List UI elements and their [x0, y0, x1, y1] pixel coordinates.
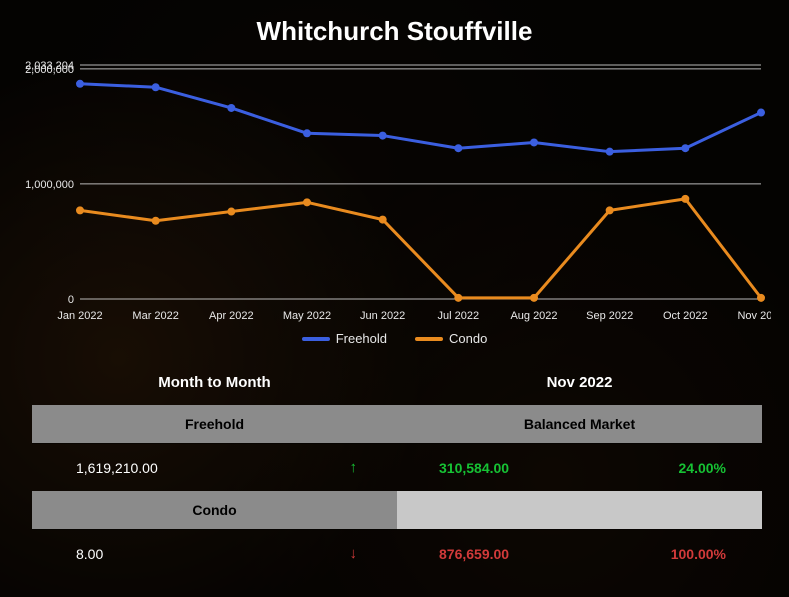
table-subheader-category: Freehold: [32, 405, 397, 443]
svg-text:Jun 2022: Jun 2022: [360, 310, 405, 322]
svg-text:Nov 2022: Nov 2022: [737, 310, 771, 322]
legend-item-freehold: Freehold: [302, 331, 387, 346]
svg-text:Aug 2022: Aug 2022: [510, 310, 557, 322]
table-subheader-market: [397, 491, 762, 529]
summary-table: Month to Month Nov 2022 Freehold Balance…: [32, 364, 762, 577]
price-chart-svg: 01,000,0002,000,0002,033,204Jan 2022Mar …: [18, 57, 771, 327]
legend-label-freehold: Freehold: [336, 331, 387, 346]
table-left-cell: 8.00 ↓: [32, 545, 391, 562]
table-change-amount: 876,659.00: [439, 546, 671, 562]
page-title: Whitchurch Stouffville: [18, 10, 771, 57]
arrow-down-icon: ↓: [350, 545, 358, 562]
table-header-right: Nov 2022: [397, 364, 762, 405]
legend-swatch-condo: [415, 337, 443, 341]
svg-text:Jul 2022: Jul 2022: [438, 310, 480, 322]
table-right-cell: 876,659.00 100.00%: [391, 546, 762, 562]
price-chart: 01,000,0002,000,0002,033,204Jan 2022Mar …: [18, 57, 771, 327]
table-header-row: Month to Month Nov 2022: [32, 364, 762, 405]
table-right-cell: 310,584.00 24.00%: [391, 460, 762, 476]
table-row: 8.00 ↓ 876,659.00 100.00%: [32, 529, 762, 577]
table-change-amount: 310,584.00: [439, 460, 679, 476]
table-subheader-row: Freehold Balanced Market: [32, 405, 762, 443]
table-subheader-market: Balanced Market: [397, 405, 762, 443]
svg-text:2,033,204: 2,033,204: [25, 60, 74, 72]
svg-text:Jan 2022: Jan 2022: [57, 310, 102, 322]
table-left-value: 1,619,210.00: [76, 460, 350, 476]
svg-text:0: 0: [68, 294, 74, 306]
svg-text:1,000,000: 1,000,000: [25, 179, 74, 191]
svg-text:May 2022: May 2022: [283, 310, 331, 322]
table-left-value: 8.00: [76, 546, 350, 562]
table-row: 1,619,210.00 ↑ 310,584.00 24.00%: [32, 443, 762, 491]
legend-label-condo: Condo: [449, 331, 487, 346]
table-header-left: Month to Month: [32, 364, 397, 405]
legend-swatch-freehold: [302, 337, 330, 341]
legend-item-condo: Condo: [415, 331, 487, 346]
chart-legend: Freehold Condo: [18, 327, 771, 364]
table-subheader-row: Condo: [32, 491, 762, 529]
table-subheader-category: Condo: [32, 491, 397, 529]
svg-text:Apr 2022: Apr 2022: [209, 310, 254, 322]
content-container: Whitchurch Stouffville 01,000,0002,000,0…: [0, 0, 789, 597]
table-change-percent: 24.00%: [679, 460, 726, 476]
table-change-percent: 100.00%: [671, 546, 726, 562]
svg-text:Mar 2022: Mar 2022: [132, 310, 178, 322]
table-left-cell: 1,619,210.00 ↑: [32, 459, 391, 476]
svg-text:Oct 2022: Oct 2022: [663, 310, 708, 322]
svg-text:Sep 2022: Sep 2022: [586, 310, 633, 322]
arrow-up-icon: ↑: [350, 459, 358, 476]
